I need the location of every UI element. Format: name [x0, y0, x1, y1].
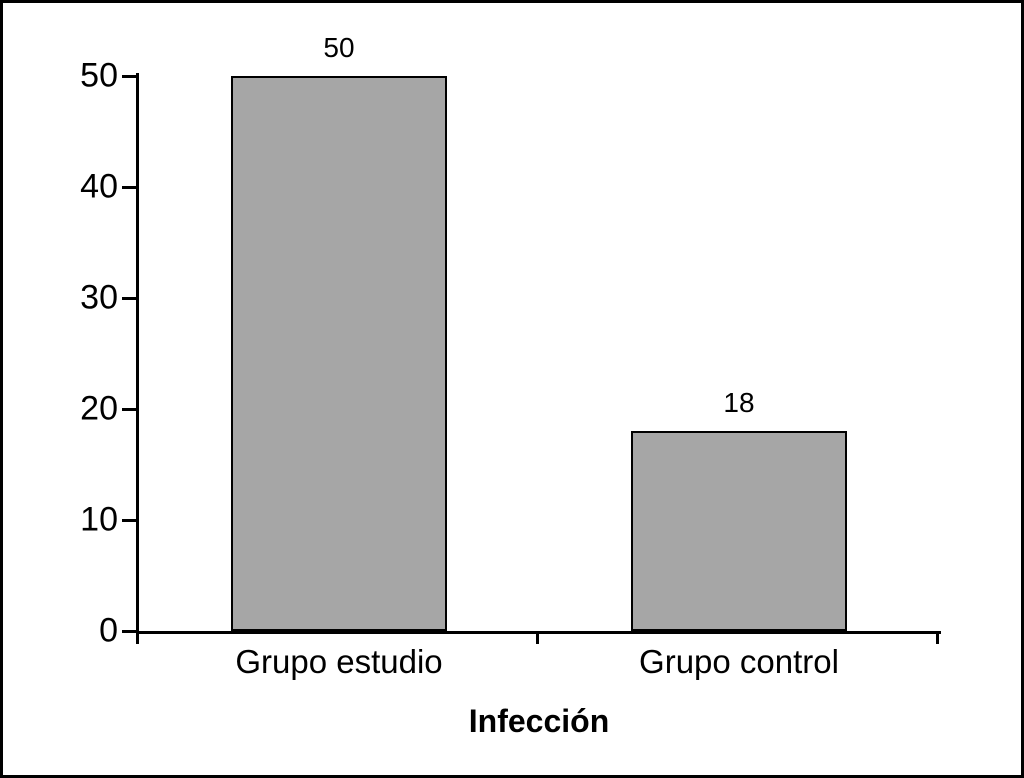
y-tick-mark: [122, 296, 137, 300]
y-tick-label: 30: [80, 278, 118, 317]
y-tick-label: 50: [80, 56, 118, 95]
x-axis-title: Infección: [468, 703, 610, 739]
x-tick-mark: [936, 634, 939, 644]
bar-1: [231, 76, 447, 631]
y-tick-label: 10: [80, 500, 118, 539]
y-tick-mark: [122, 74, 137, 78]
x-category-label: Grupo control: [639, 643, 839, 680]
x-category-label: Grupo estudio: [235, 643, 443, 680]
y-tick-mark: [122, 518, 137, 522]
y-tick-label: 40: [80, 167, 118, 206]
plot-area: 50 18: [139, 32, 939, 631]
y-tick-label: 20: [80, 389, 118, 428]
y-tick-mark: [122, 629, 137, 633]
bar-value-label: 18: [723, 387, 755, 419]
y-tick-label: 0: [99, 611, 118, 650]
y-tick-mark: [122, 407, 137, 411]
x-tick-mark: [136, 634, 139, 644]
y-tick-mark: [122, 185, 137, 189]
x-tick-mark: [536, 634, 539, 644]
y-axis-line: [136, 73, 139, 634]
bar-value-label: 50: [323, 32, 355, 63]
bar-2: [631, 431, 847, 631]
x-axis-line: [136, 631, 941, 634]
